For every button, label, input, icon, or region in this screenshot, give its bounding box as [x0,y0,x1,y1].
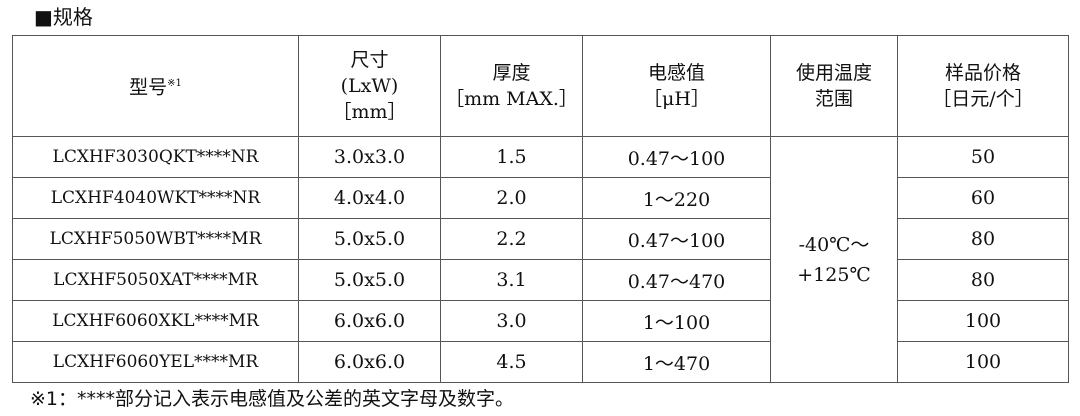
header-line: 样品价格 [944,62,1021,84]
table-cell: 50 [897,136,1069,178]
header-line: 使用温度 [795,62,872,84]
header-text: 型号 [129,76,168,99]
header-line: ［μH］ [643,88,710,110]
table-row: LCXHF4040WKT****NR 4.0x4.0 2.0 1～220 60 [12,177,1069,219]
temperature-cell: -40℃～ +125℃ [770,136,898,383]
model-cell: LCXHF6060YEL****MR [12,341,299,383]
model-cell: LCXHF5050WBT****MR [12,218,299,260]
table-cell: 5.0x5.0 [298,218,441,260]
temperature-line: -40℃～ [798,233,870,256]
table-cell: 4.5 [440,341,583,383]
spec-table: 型号※1 尺寸 (LxW) ［mm］ 厚度 ［mm MAX.］ 电感值 ［μH］ 使用温… [12,35,1069,383]
header-cell: 尺寸 (LxW) ［mm］ [298,35,441,137]
temperature-line: +125℃ [797,263,871,286]
table-body: LCXHF3030QKT****NR 3.0x3.0 1.5 0.47～100 -40℃… [12,136,1069,383]
header-row: 型号※1 尺寸 (LxW) ［mm］ 厚度 ［mm MAX.］ 电感值 ［μH］ 使用温… [12,35,1069,137]
table-cell: 100 [897,300,1069,342]
table-cell: 80 [897,259,1069,301]
table-cell: 1～470 [582,341,771,383]
header-cell: 样品价格 ［日元/个］ [897,35,1069,137]
table-cell: 5.0x5.0 [298,259,441,301]
table-cell: 3.0 [440,300,583,342]
header-cell: 电感值 ［μH］ [582,35,771,137]
footnote: ※1：****部分记入表示电感值及公差的英文字母及数字。 [30,388,515,410]
section-heading: ■规格 [34,5,93,29]
table-cell: 2.2 [440,218,583,260]
header-line: ［mm］ [332,101,407,123]
table-row: LCXHF5050XAT****MR 5.0x5.0 3.1 0.47～470 80 [12,259,1069,301]
table-cell: 1～100 [582,300,771,342]
header-cell: 厚度 ［mm MAX.］ [440,35,583,137]
model-cell: LCXHF3030QKT****NR [12,136,299,178]
header-line: ［日元/个］ [932,88,1034,110]
table-row: LCXHF3030QKT****NR 3.0x3.0 1.5 0.47～100 -40℃… [12,136,1069,383]
table-cell: 80 [897,218,1069,260]
model-cell: LCXHF6060XKL****MR [12,300,299,342]
header-line: 尺寸 [350,49,389,71]
table-cell: 60 [897,177,1069,219]
table-cell: 6.0x6.0 [298,341,441,383]
header-line: ［mm MAX.］ [445,88,578,110]
header-cell: 使用温度 范围 [770,35,898,137]
table-cell: 0.47～470 [582,259,771,301]
table-cell: 3.1 [440,259,583,301]
model-cell: LCXHF5050XAT****MR [12,259,299,301]
table-cell: 1～220 [582,177,771,219]
model-cell: LCXHF4040WKT****NR [12,177,299,219]
table-cell: 0.47～100 [582,136,771,178]
table-cell: 1.5 [440,136,583,178]
table-cell: 4.0x4.0 [298,177,441,219]
table-cell: 100 [897,341,1069,383]
header-line: 厚度 [492,62,531,84]
note-mark: ※1 [167,78,182,90]
table-row: LCXHF6060XKL****MR 6.0x6.0 3.0 1～100 100 [12,300,1069,342]
header-cell: 型号※1 [12,35,299,137]
table-cell: 3.0x3.0 [298,136,441,178]
table-cell: 0.47～100 [582,218,771,260]
header-line: 范围 [814,88,853,110]
table-row: LCXHF6060YEL****MR 6.0x6.0 4.5 1～470 100 [12,341,1069,383]
table-cell: 2.0 [440,177,583,219]
table-row: LCXHF5050WBT****MR 5.0x5.0 2.2 0.47～100 80 [12,218,1069,260]
table-cell: 6.0x6.0 [298,300,441,342]
header-line: 电感值 [647,62,705,84]
header-line: (LxW) [340,75,399,97]
